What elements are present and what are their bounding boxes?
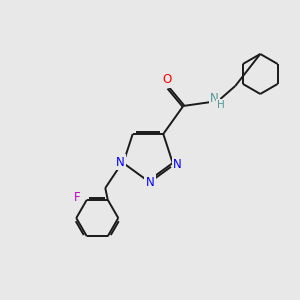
Text: N: N [146, 176, 154, 188]
Text: N: N [210, 92, 219, 106]
Text: O: O [163, 74, 172, 86]
Text: N: N [116, 155, 124, 169]
Text: H: H [218, 100, 225, 110]
Text: N: N [173, 158, 182, 170]
Text: F: F [74, 191, 80, 204]
